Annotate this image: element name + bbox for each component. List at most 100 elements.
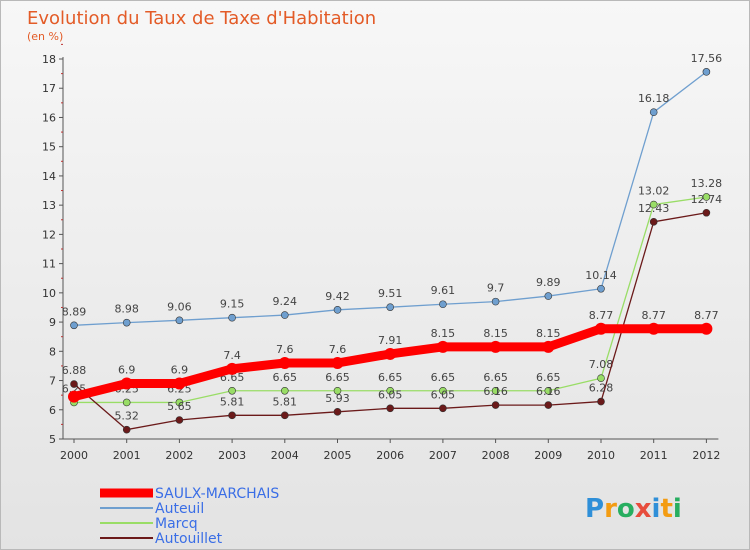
data-label: 6.05: [378, 388, 403, 401]
x-tick-label: 2007: [429, 449, 457, 462]
data-point: [70, 321, 78, 330]
data-point: [647, 322, 660, 335]
data-label: 6.65: [483, 371, 508, 384]
data-label: 12.43: [638, 202, 670, 215]
data-point: [120, 377, 133, 390]
y-tick-label: 16: [42, 111, 56, 124]
data-point: [491, 386, 500, 395]
x-tick-label: 2012: [692, 449, 720, 462]
data-label: 6.9: [118, 363, 136, 376]
y-tick-label: 18: [42, 53, 56, 66]
y-tick-label: 7: [49, 375, 56, 388]
data-label: 5.81: [273, 395, 298, 408]
data-point: [595, 322, 607, 335]
y-tick-label: 15: [42, 141, 56, 154]
unit-label: (en %): [27, 30, 63, 43]
data-label: 5.93: [325, 392, 350, 405]
data-label: 6.65: [273, 371, 298, 384]
data-point: [175, 316, 184, 325]
data-point: [280, 386, 289, 395]
x-tick-label: 2000: [60, 449, 88, 462]
legend-item: Marcq: [100, 516, 198, 532]
logo-letter: i: [652, 494, 661, 524]
data-point: [175, 398, 184, 407]
data-label: 6.65: [536, 371, 561, 384]
y-tick-label: 9: [49, 316, 56, 329]
data-label: 8.77: [641, 309, 666, 322]
data-point: [280, 311, 289, 319]
data-point: [439, 300, 447, 309]
logo-letter: x: [635, 494, 652, 524]
data-label: 10.14: [585, 269, 617, 282]
data-label: 5.65: [167, 400, 192, 413]
y-tick-label: 6: [49, 404, 56, 417]
data-point: [386, 303, 395, 311]
y-tick-label: 12: [42, 228, 56, 241]
data-label: 7.6: [276, 343, 294, 356]
data-point: [649, 108, 658, 116]
legend-item: SAULX-MARCHAIS: [100, 486, 279, 502]
data-label: 13.28: [691, 177, 723, 190]
data-label: 6.05: [431, 388, 456, 401]
x-tick-label: 2010: [587, 449, 615, 462]
data-point: [122, 425, 131, 434]
data-label: 6.16: [483, 385, 508, 398]
data-label: 9.7: [487, 282, 505, 295]
data-point: [544, 292, 553, 300]
data-point: [386, 386, 395, 395]
legend-label: Marcq: [155, 516, 198, 532]
data-label: 9.15: [220, 298, 245, 311]
data-point: [439, 386, 447, 395]
legend-item: Auteuil: [100, 501, 204, 517]
logo-letter: i: [673, 494, 682, 524]
data-point: [491, 401, 500, 409]
chart-title: Evolution du Taux de Taxe d'Habitation: [27, 8, 376, 29]
data-point: [542, 340, 555, 353]
x-tick-label: 2004: [271, 449, 299, 462]
series-saulx-marchais: 6.9 6.9 7.4 7.6 7.6 7.91 8.15 8.15 8.15 8.77 8.77 8…: [68, 309, 719, 403]
y-tick-label: 8: [49, 345, 56, 358]
data-point: [649, 218, 658, 226]
series-layer: 8.89 8.98 9.06 9.15 9.24 9.42 9.51 9.61 9.7 9.89 1…: [62, 52, 723, 434]
proxiti-logo: Proxiti: [585, 494, 682, 524]
y-tick-label: 13: [42, 199, 56, 212]
logo-letter: P: [585, 494, 604, 524]
y-tick-label: 11: [42, 258, 56, 271]
data-label: 7.6: [329, 343, 347, 356]
legend-label: SAULX-MARCHAIS: [155, 486, 279, 502]
data-label: 5.81: [220, 395, 245, 408]
data-label: 7.08: [589, 358, 614, 371]
data-label: 12.74: [691, 193, 723, 206]
series-auteuil: 8.89 8.98 9.06 9.15 9.24 9.42 9.51 9.61 9.7 9.89 1…: [62, 52, 723, 330]
data-point: [333, 386, 342, 395]
data-label: 6.16: [536, 385, 561, 398]
data-point: [702, 208, 711, 217]
data-point: [226, 362, 239, 375]
series-autouillet: 6.88 5.32 5.65 5.81 5.81 5.93 6.05 6.05 6.16 6.16…: [62, 193, 723, 434]
x-tick-label: 2001: [113, 449, 141, 462]
data-point: [436, 340, 449, 353]
x-tick-label: 2009: [534, 449, 562, 462]
data-label: 17.56: [691, 52, 723, 65]
data-point: [68, 390, 80, 403]
x-tick-label: 2008: [482, 449, 510, 462]
data-point: [122, 318, 131, 327]
data-point: [597, 397, 605, 406]
series-marcq: 6.256.256.256.656.656.656.656.656.656.65…: [62, 177, 723, 407]
data-point: [278, 357, 291, 369]
data-label: 9.24: [273, 295, 298, 308]
data-point: [597, 374, 605, 383]
data-point: [175, 416, 184, 424]
data-point: [228, 386, 236, 395]
data-label: 6.65: [325, 371, 350, 384]
legend-label: Autouillet: [155, 531, 223, 547]
data-label: 8.98: [114, 303, 139, 316]
data-label: 6.65: [378, 371, 403, 384]
data-label: 6.9: [171, 363, 189, 376]
data-label: 9.61: [431, 284, 456, 297]
data-point: [544, 386, 553, 395]
legend-label: Auteuil: [155, 501, 204, 517]
logo-letter: t: [660, 494, 672, 524]
data-point: [173, 377, 186, 390]
